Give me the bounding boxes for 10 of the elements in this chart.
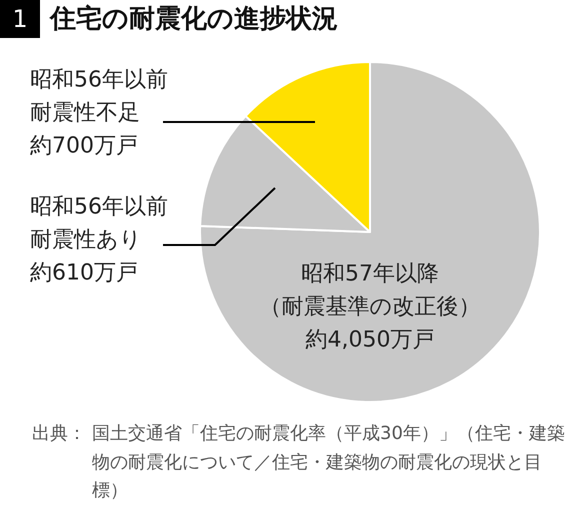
data-label: 約700万戸 bbox=[30, 134, 138, 158]
slice-label: 昭和56年以前耐震性あり bbox=[30, 194, 168, 252]
data-label: 約610万戸 bbox=[30, 260, 138, 286]
text: 1 bbox=[0, 0, 40, 38]
chart-title: 住宅の耐震化の進捗状況 bbox=[50, 3, 338, 36]
data-label: 約4,050万戸 bbox=[306, 328, 434, 352]
text: 国土交通省「住宅の耐震化率（平成30年）」（住宅・建築物の耐震化について／住宅・建築物の耐震化の現状と目標） bbox=[92, 422, 566, 503]
slice-label: 昭和57年以降（耐震基準の改正後） bbox=[260, 262, 480, 320]
slice-label: 昭和56年以前耐震性不足 bbox=[30, 68, 168, 126]
source-note: 出典： bbox=[32, 422, 87, 446]
